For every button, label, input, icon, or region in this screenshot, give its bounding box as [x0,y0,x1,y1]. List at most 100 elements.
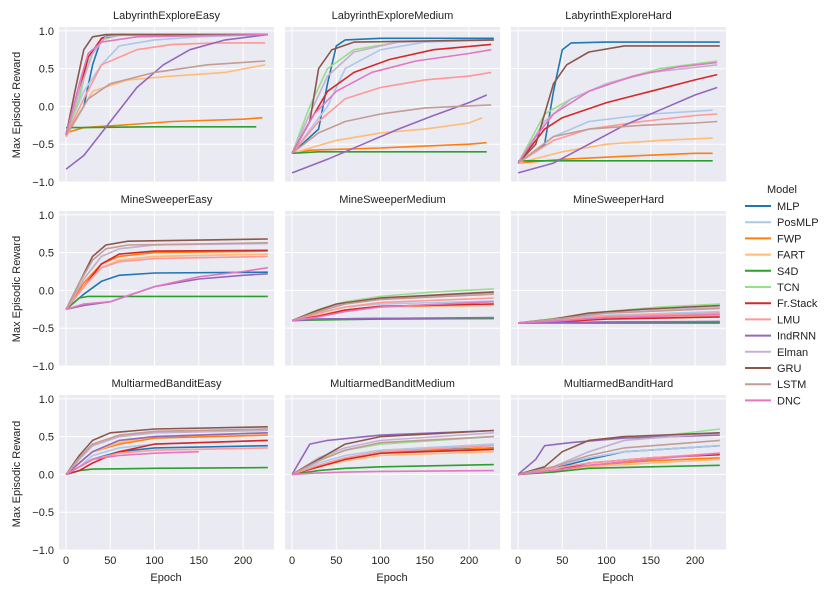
ylabel-row-3: Max Episodic Reward [11,421,23,527]
series-line-IndRNN [517,434,720,476]
series-line-LSTM [65,242,268,310]
panel-title: LabyrinthExploreEasy [113,10,221,22]
legend-label-S4D: S4D [777,266,798,278]
legend-label-PosMLP: PosMLP [777,217,819,229]
legend-label-FART: FART [777,250,805,262]
xlabel-col-1: Epoch [150,572,181,584]
series-line-LSTM [291,104,492,154]
panel-title: MineSweeperEasy [121,194,213,206]
series-line-PosMLP [291,443,494,476]
legend-label-LSTM: LSTM [777,379,806,391]
panel-LabyrinthExploreMedium: LabyrinthExploreMedium [285,10,500,183]
series-line-LSTM [291,435,494,476]
series-line-LMU [291,297,494,322]
y-tick-label: 0.5 [39,432,54,444]
y-tick-label: −0.5 [32,507,54,519]
xlabel-col-2: Epoch [376,572,407,584]
series-line-GRU [517,432,720,476]
panel-title: MineSweeperHard [573,194,664,206]
y-tick-label: −1.0 [32,545,54,557]
ylabel-row-2: Max Episodic Reward [11,236,23,342]
series-line-MLP [65,271,268,310]
x-tick-label: 200 [460,555,478,567]
panel-title: MultiarmedBanditHard [564,378,673,390]
plot-background [285,27,500,182]
series-line-FWP [65,250,268,310]
series-line-Fr.Stack [517,73,718,164]
plot-background [511,211,726,366]
series-line-FART [517,137,713,164]
y-tick-label: −0.5 [32,323,54,335]
series-line-FWP [65,116,263,134]
panel-MultiarmedBanditHard: 0 50 100 150 200 MultiarmedBanditHard [511,378,726,567]
series-line-IndRNN [291,94,488,174]
panel-MineSweeperHard: MineSweeperHard [511,194,726,367]
y-tick-label: 1.0 [39,394,54,406]
series-line-GRU [517,45,720,164]
series-group [518,303,720,324]
series-line-DNC [291,300,494,322]
legend-title: Model [767,184,797,196]
x-tick-label: 0 [289,555,295,567]
x-tick-label: 0 [515,555,521,567]
y-tick-label: 1.0 [39,26,54,38]
series-line-S4D [518,464,720,476]
panel-title: MineSweeperMedium [339,194,445,206]
series-line-LMU [517,113,718,164]
panel-title: MultiarmedBanditMedium [330,378,455,390]
series-line-LSTM [65,60,266,136]
series-line-GRU [291,429,494,476]
x-tick-label: 200 [686,555,704,567]
y-tick-label: −1.0 [32,361,54,373]
y-tick-label: 0.0 [39,285,54,297]
series-line-LSTM [291,293,494,322]
series-group [65,426,268,476]
panel-title: LabyrinthExploreHard [565,10,671,22]
legend-label-FWP: FWP [777,233,801,245]
x-tick-label: 0 [63,555,69,567]
series-line-IndRNN [518,320,720,324]
panel-MultiarmedBanditEasy: 1.0 0.5 0.0 −0.5 −1.0 0 50 100 150 200 MultiarmedB… [32,378,274,567]
series-line-IndRNN [65,432,268,476]
y-tick-label: −0.5 [32,139,54,151]
panel-MultiarmedBanditMedium: 0 50 100 150 200 MultiarmedBanditMedium [285,378,500,567]
y-tick-label: 0.0 [39,469,54,481]
series-line-IndRNN [291,429,494,475]
series-line-IndRNN [292,316,494,322]
plot-background [285,211,500,366]
legend: Model MLP PosMLP FWP FART S4D TCN Fr.Stack LMU I… [745,184,819,407]
x-tick-label: 150 [416,555,434,567]
xlabel-col-3: Epoch [602,572,633,584]
y-tick-label: 0.5 [39,64,54,76]
series-line-DNC [65,33,268,136]
series-line-S4D [65,295,268,310]
series-group [291,429,494,476]
panel-title: LabyrinthExploreMedium [332,10,454,22]
series-group [517,41,720,174]
legend-label-Fr.Stack: Fr.Stack [777,298,818,310]
series-line-DNC [65,450,199,476]
x-tick-label: 50 [104,555,116,567]
series-line-LSTM [518,307,720,324]
series-group [291,288,494,322]
x-tick-label: 100 [145,555,163,567]
series-line-Elman [291,432,494,476]
series-line-LMU [517,452,720,476]
legend-label-LMU: LMU [777,314,800,326]
x-tick-label: 150 [190,555,208,567]
series-group [517,428,720,476]
panel-LabyrinthExploreEasy: 1.0 0.5 0.0 −0.5 −1.0 LabyrinthExploreEasy [32,10,274,189]
series-line-GRU [65,426,268,475]
series-line-GRU [291,291,494,322]
plot-background [59,27,274,182]
panels-layer: 1.0 0.5 0.0 −0.5 −1.0 LabyrinthExploreEasy Lab… [32,10,726,567]
y-tick-label: 0.5 [39,248,54,260]
y-tick-label: −1.0 [32,177,54,189]
panel-MineSweeperEasy: 1.0 0.5 0.0 −0.5 −1.0 MineSweeperEasy [32,194,274,373]
series-line-S4D [292,151,487,155]
series-group [291,37,494,174]
legend-label-TCN: TCN [777,282,800,294]
series-line-LSTM [517,439,720,476]
legend-label-MLP: MLP [777,201,800,213]
